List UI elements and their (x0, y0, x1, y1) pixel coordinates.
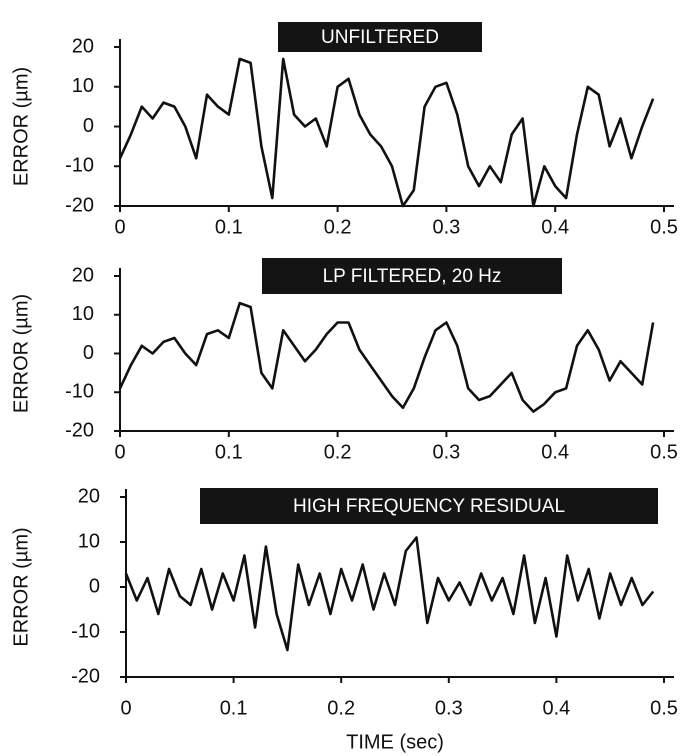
y-tick-label: -10 (71, 620, 100, 642)
y-tick-label: -20 (65, 194, 94, 216)
y-tick-label: -10 (65, 155, 94, 177)
title-box (200, 488, 658, 524)
y-tick-label: -20 (71, 665, 100, 687)
x-tick-label: 0.2 (324, 216, 352, 238)
x-tick-label: 0.2 (324, 441, 352, 463)
data-line (118, 301, 655, 413)
y-tick-label: -20 (65, 419, 94, 441)
y-tick-label: 20 (72, 264, 94, 286)
title-box (278, 22, 482, 52)
x-axis-label: TIME (sec) (346, 731, 444, 753)
chart-title: HIGH FREQUENCY RESIDUAL (293, 496, 565, 517)
y-tick-label: 10 (78, 530, 100, 552)
chart-title: LP FILTERED, 20 Hz (323, 266, 502, 287)
y-tick-label: -10 (65, 381, 94, 403)
y-tick-label: 0 (89, 575, 100, 597)
data-line (118, 57, 655, 208)
x-tick-label: 0 (120, 697, 131, 719)
x-tick-label: 0.3 (432, 216, 460, 238)
y-tick-label: 10 (72, 303, 94, 325)
x-tick-label: 0.2 (327, 697, 355, 719)
data-line (124, 536, 655, 652)
x-tick-label: 0.4 (541, 441, 569, 463)
y-tick-label: 0 (83, 115, 94, 137)
x-tick-label: 0.4 (541, 216, 569, 238)
x-tick-label: 0.3 (432, 441, 460, 463)
panel: -20 -10 0 10 20 0 0.1 0.2 0.3 0.4 0.5 ERROR (µm) UNF… (10, 22, 678, 238)
x-tick-label: 0 (114, 216, 125, 238)
title-box (262, 258, 562, 294)
x-tick-label: 0.4 (542, 697, 570, 719)
y-axis-label: ERROR (µm) (10, 67, 32, 186)
x-tick-label: 0.3 (435, 697, 463, 719)
y-tick-label: 0 (83, 342, 94, 364)
panel: -20 -10 0 10 20 0 0.1 0.2 0.3 0.4 0.5 ERROR (µm) LP … (10, 258, 678, 463)
x-tick-label: 0.5 (650, 441, 678, 463)
x-tick-label: 0.1 (220, 697, 248, 719)
y-tick-label: 10 (72, 75, 94, 97)
x-tick-label: 0.1 (215, 216, 243, 238)
chart-title: UNFILTERED (321, 27, 439, 48)
x-tick-label: 0.5 (650, 216, 678, 238)
x-tick-label: 0 (114, 441, 125, 463)
x-tick-label: 0.5 (650, 697, 678, 719)
y-axis-label: ERROR (µm) (10, 294, 32, 413)
y-tick-label: 20 (78, 485, 100, 507)
y-tick-label: 20 (72, 35, 94, 57)
y-axis-label: ERROR (µm) (10, 527, 32, 646)
panel: -20 -10 0 10 20 0 0.1 0.2 0.3 0.4 0.5 ERROR (µm) TIM… (10, 485, 678, 753)
x-tick-label: 0.1 (215, 441, 243, 463)
